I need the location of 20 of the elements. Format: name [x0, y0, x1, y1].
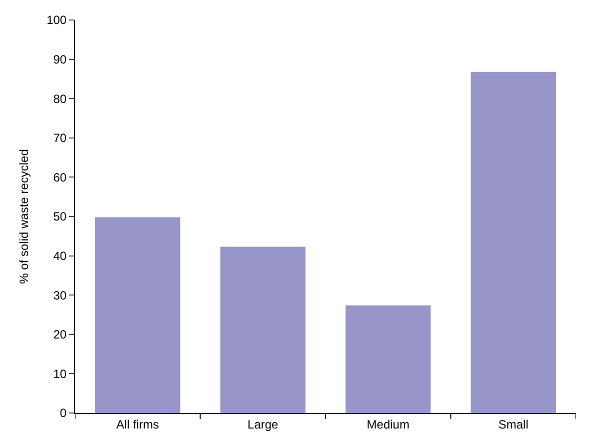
y-tick-label: 30 — [53, 288, 67, 302]
x-tick-label: Large — [248, 417, 279, 432]
bar — [220, 246, 306, 413]
y-tick-label: 60 — [53, 170, 67, 184]
y-axis-title: % of solid waste recycled — [16, 149, 31, 284]
y-tick-label: 90 — [53, 52, 67, 66]
y-tick-label: 70 — [53, 131, 67, 146]
y-tick-label: 10 — [53, 366, 67, 381]
x-tick-label: All firms — [116, 417, 159, 432]
x-tick-label: Small — [498, 417, 528, 432]
y-tick-label: 50 — [53, 210, 67, 224]
y-tick-label: 20 — [53, 328, 67, 342]
y-tick-label: 80 — [53, 92, 67, 106]
bar — [470, 72, 556, 413]
bar — [346, 305, 431, 413]
y-tick-label: 40 — [53, 249, 67, 263]
y-tick-label: 0 — [60, 406, 67, 420]
y-tick-label: 100 — [46, 13, 67, 28]
bar — [95, 217, 180, 413]
x-tick-label: Medium — [366, 417, 410, 432]
